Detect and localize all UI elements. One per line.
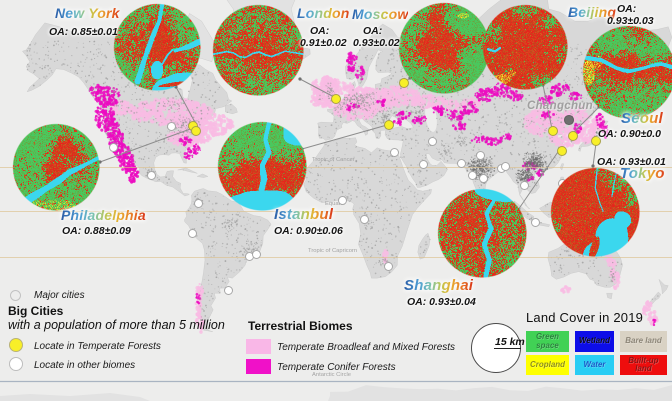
city-name-tokyo: Tokyo — [620, 165, 665, 182]
landcover-built-up-land: Built-up land — [620, 355, 667, 375]
landcover-grid: Green space Wetland Bare land Cropland W… — [526, 331, 667, 375]
landcover-water: Water — [575, 355, 614, 375]
other-biome-city-dot[interactable] — [337, 195, 347, 205]
temperate-forest-city-dot[interactable] — [591, 136, 601, 146]
oa-value-shanghai: OA: 0.93±0.04 — [407, 296, 476, 308]
inset-circle-beijing — [481, 3, 569, 91]
other-biomes-label: Locate in other biomes — [34, 360, 136, 371]
temperate-forest-city-dot[interactable] — [568, 131, 578, 141]
oa-value-istanbul: OA: 0.90±0.06 — [274, 225, 343, 237]
oa-number-moscow: 0.93±0.02 — [353, 37, 400, 50]
other-biome-city-dot[interactable] — [389, 147, 399, 157]
city-name-london: London — [297, 5, 350, 21]
temperate-forest-city-dot[interactable] — [557, 146, 567, 156]
other-biome-city-dot[interactable] — [467, 170, 477, 180]
other-biome-city-dot[interactable] — [418, 159, 428, 169]
big-cities-title: Big Cities — [8, 304, 64, 318]
inset-circle-tokyo — [549, 166, 641, 258]
scale-circle — [471, 323, 521, 373]
oa-value-moscow: OA: 0.93±0.02 — [353, 25, 400, 49]
city-name-seoul: Seoul — [621, 110, 663, 127]
big-cities-subtitle: with a population of more than 5 million — [8, 318, 225, 332]
city-name-philadelphia: Philadelphia — [61, 207, 146, 223]
temperate-forest-symbol — [9, 338, 23, 352]
inset-circle-istanbul — [216, 120, 308, 212]
inset-circle-london — [211, 3, 305, 97]
oa-value-newyork: OA: 0.85±0.01 — [49, 26, 118, 38]
other-biome-city-dot[interactable] — [530, 217, 540, 227]
temperate-forest-city-dot[interactable] — [191, 126, 201, 136]
city-name-shanghai: Shanghai — [404, 277, 474, 294]
inset-circle-moscow — [397, 1, 491, 95]
landcover-wetland: Wetland — [575, 331, 614, 352]
graticule-label-equator: Equator — [325, 201, 346, 207]
landcover-bare-land: Bare land — [620, 331, 667, 352]
oa-prefix-london: OA: — [310, 25, 330, 37]
annotation-label-changchun: Changchun — [527, 100, 593, 112]
oa-prefix-moscow: OA: — [363, 25, 383, 37]
landcover-green-space: Green space — [526, 331, 569, 352]
landcover-cropland: Cropland — [526, 355, 569, 375]
other-biome-city-dot[interactable] — [193, 198, 203, 208]
other-biome-city-dot[interactable] — [500, 161, 510, 171]
inset-circle-seoul — [581, 24, 672, 120]
annotated-city-dot-changchun[interactable] — [564, 115, 574, 125]
city-name-newyork: New York — [55, 5, 120, 21]
oa-prefix-beijing: OA: — [617, 3, 637, 15]
other-biome-city-dot[interactable] — [146, 170, 156, 180]
major-cities-label: Major cities — [34, 290, 85, 301]
scale-label: 15 km — [494, 336, 525, 350]
other-biome-city-dot[interactable] — [166, 121, 176, 131]
other-biome-city-dot[interactable] — [187, 228, 197, 238]
broadleaf-label: Temperate Broadleaf and Mixed Forests — [277, 342, 456, 353]
graticule-label-tropic-of-cancer: Tropic of Cancer — [312, 157, 355, 163]
graticule-label-tropic-of-capricorn: Tropic of Capricorn — [308, 248, 358, 254]
inset-circle-shanghai — [436, 187, 528, 279]
temperate-forest-city-dot[interactable] — [384, 120, 394, 130]
graticule-label-antarctic-circle: Antarctic Circle — [312, 372, 351, 378]
city-name-istanbul: Istanbul — [274, 206, 334, 223]
other-biomes-symbol — [9, 357, 23, 371]
broadleaf-swatch — [246, 339, 271, 354]
landcover-title: Land Cover in 2019 — [526, 310, 644, 325]
other-biome-city-dot[interactable] — [478, 173, 488, 183]
other-biome-city-dot[interactable] — [251, 249, 261, 259]
city-name-moscow: Moscow — [352, 6, 409, 22]
conifer-swatch — [246, 359, 271, 374]
temperate-forest-city-dot[interactable] — [548, 126, 558, 136]
oa-value-london: OA: 0.91±0.02 — [300, 25, 347, 49]
temperate-forest-city-dot[interactable] — [331, 94, 341, 104]
legend-landcover: Land Cover in 2019 Green space Wetland B… — [526, 310, 672, 375]
city-name-beijing: Beijing — [568, 4, 617, 20]
temperate-forest-label: Locate in Temperate Forests — [34, 341, 161, 352]
other-biome-city-dot[interactable] — [223, 285, 233, 295]
conifer-label: Temperate Conifer Forests — [277, 362, 396, 373]
other-biome-city-dot[interactable] — [475, 150, 485, 160]
other-biome-city-dot[interactable] — [383, 261, 393, 271]
other-biome-city-dot[interactable] — [427, 136, 437, 146]
other-biome-city-dot[interactable] — [359, 214, 369, 224]
major-cities-symbol — [10, 290, 21, 301]
other-biome-city-dot[interactable] — [456, 158, 466, 168]
oa-value-philadelphia: OA: 0.88±0.09 — [62, 225, 131, 237]
inset-circle-philadelphia — [11, 122, 101, 212]
inset-circle-newyork — [112, 2, 202, 92]
other-biome-city-dot[interactable] — [108, 142, 118, 152]
oa-value-tokyo: OA: 0.93±0.01 — [597, 156, 666, 168]
oa-value-seoul: OA: 0.90±0.0 — [598, 128, 661, 140]
biomes-title: Terrestrial Biomes — [248, 319, 353, 333]
oa-number-london: 0.91±0.02 — [300, 37, 347, 50]
